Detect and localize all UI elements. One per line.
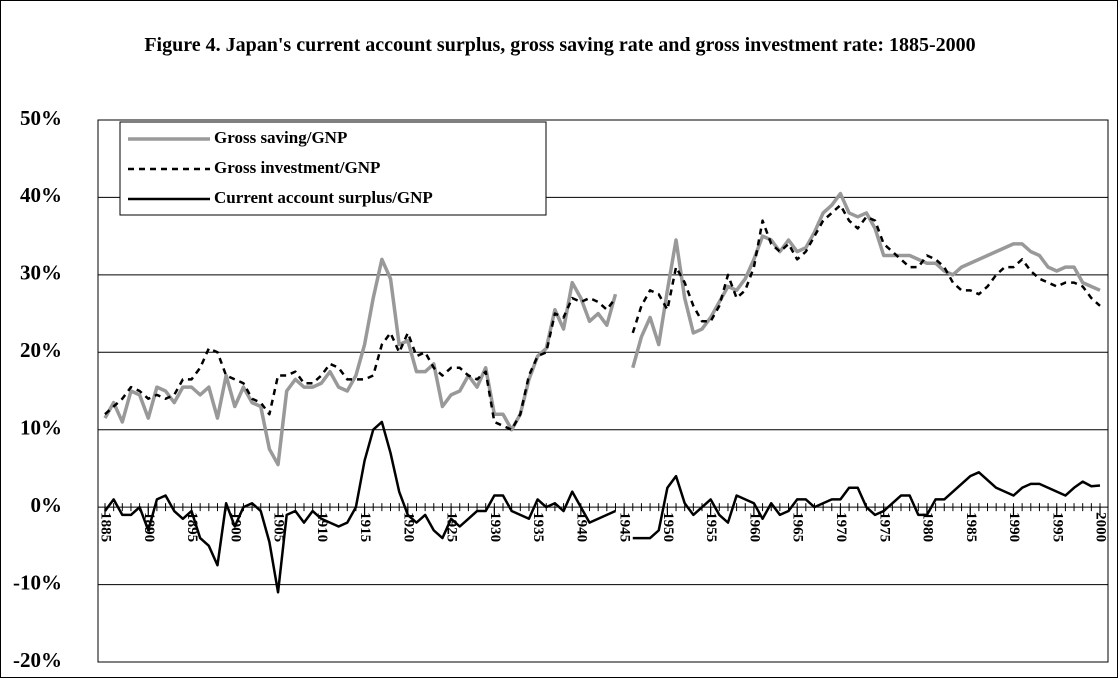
x-tick-label: 1950 [660, 512, 676, 542]
y-tick-label: 30% [20, 261, 62, 285]
x-tick-label: 1915 [357, 512, 373, 542]
x-tick-label: 1930 [487, 512, 503, 542]
y-tick-label: -20% [13, 648, 62, 672]
x-tick-label: 1905 [271, 512, 287, 542]
x-tick-label: 1910 [314, 512, 330, 542]
x-tick-label: 1940 [573, 512, 589, 542]
y-tick-label: -10% [13, 570, 62, 594]
legend-label: Current account surplus/GNP [214, 188, 433, 207]
y-tick-label: 50% [20, 106, 62, 130]
x-tick-label: 1965 [790, 512, 806, 542]
x-tick-label: 1975 [876, 512, 892, 542]
y-tick-label: 20% [20, 338, 62, 362]
x-tick-label: 1885 [98, 512, 114, 542]
x-tick-label: 1995 [1049, 512, 1065, 542]
legend-label: Gross saving/GNP [214, 128, 347, 147]
x-tick-label: 1925 [444, 512, 460, 542]
series-line [104, 203, 1101, 431]
y-tick-label: 40% [20, 183, 62, 207]
x-tick-label: 1990 [1006, 512, 1022, 542]
x-tick-label: 1935 [530, 512, 546, 542]
series-line [103, 420, 1101, 594]
x-tick-label: 2000 [1093, 512, 1109, 542]
y-tick-label: 0% [31, 493, 63, 517]
y-tick-label: 10% [20, 416, 62, 440]
x-tick-label: 1980 [920, 512, 936, 542]
x-tick-label: 1960 [746, 512, 762, 542]
x-tick-label: 1945 [617, 512, 633, 542]
x-tick-label: 1895 [184, 512, 200, 542]
legend-label: Gross investment/GNP [214, 158, 380, 177]
x-tick-label: 1985 [963, 512, 979, 542]
chart-title: Figure 4. Japan's current account surplu… [144, 34, 976, 56]
x-tick-label: 1955 [703, 512, 719, 542]
series-line [103, 191, 1101, 467]
x-tick-label: 1970 [833, 512, 849, 542]
